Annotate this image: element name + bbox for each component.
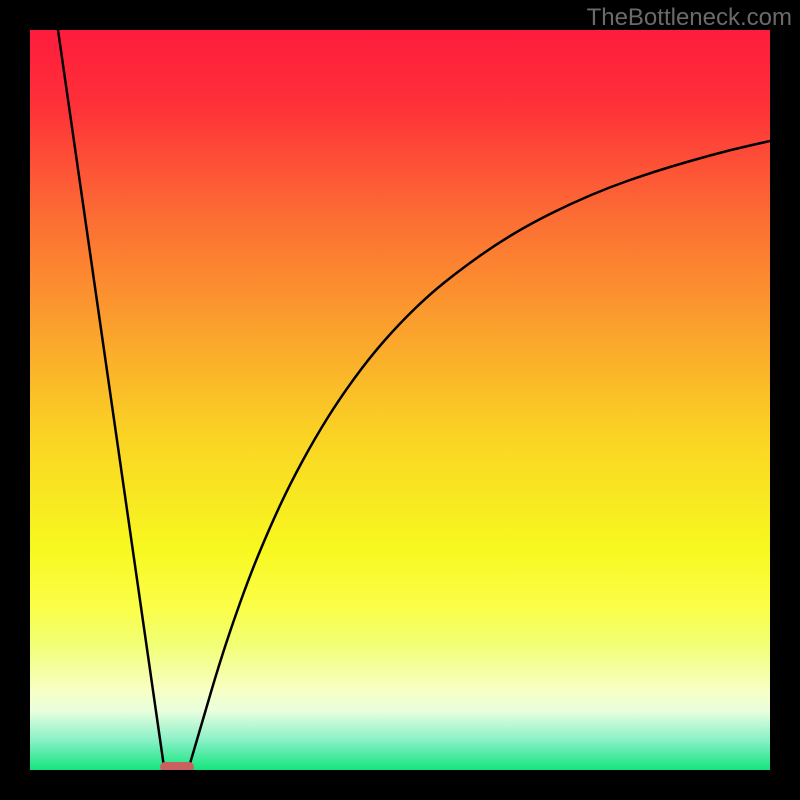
frame-left xyxy=(0,0,30,800)
plot-area xyxy=(30,30,770,770)
frame-right xyxy=(770,0,800,800)
frame-bottom xyxy=(0,770,800,800)
watermark-text: TheBottleneck.com xyxy=(587,4,792,32)
bottleneck-curve xyxy=(30,30,770,770)
curve-right-branch xyxy=(189,141,770,767)
curve-left-branch xyxy=(58,30,164,767)
minimum-marker xyxy=(160,762,194,770)
